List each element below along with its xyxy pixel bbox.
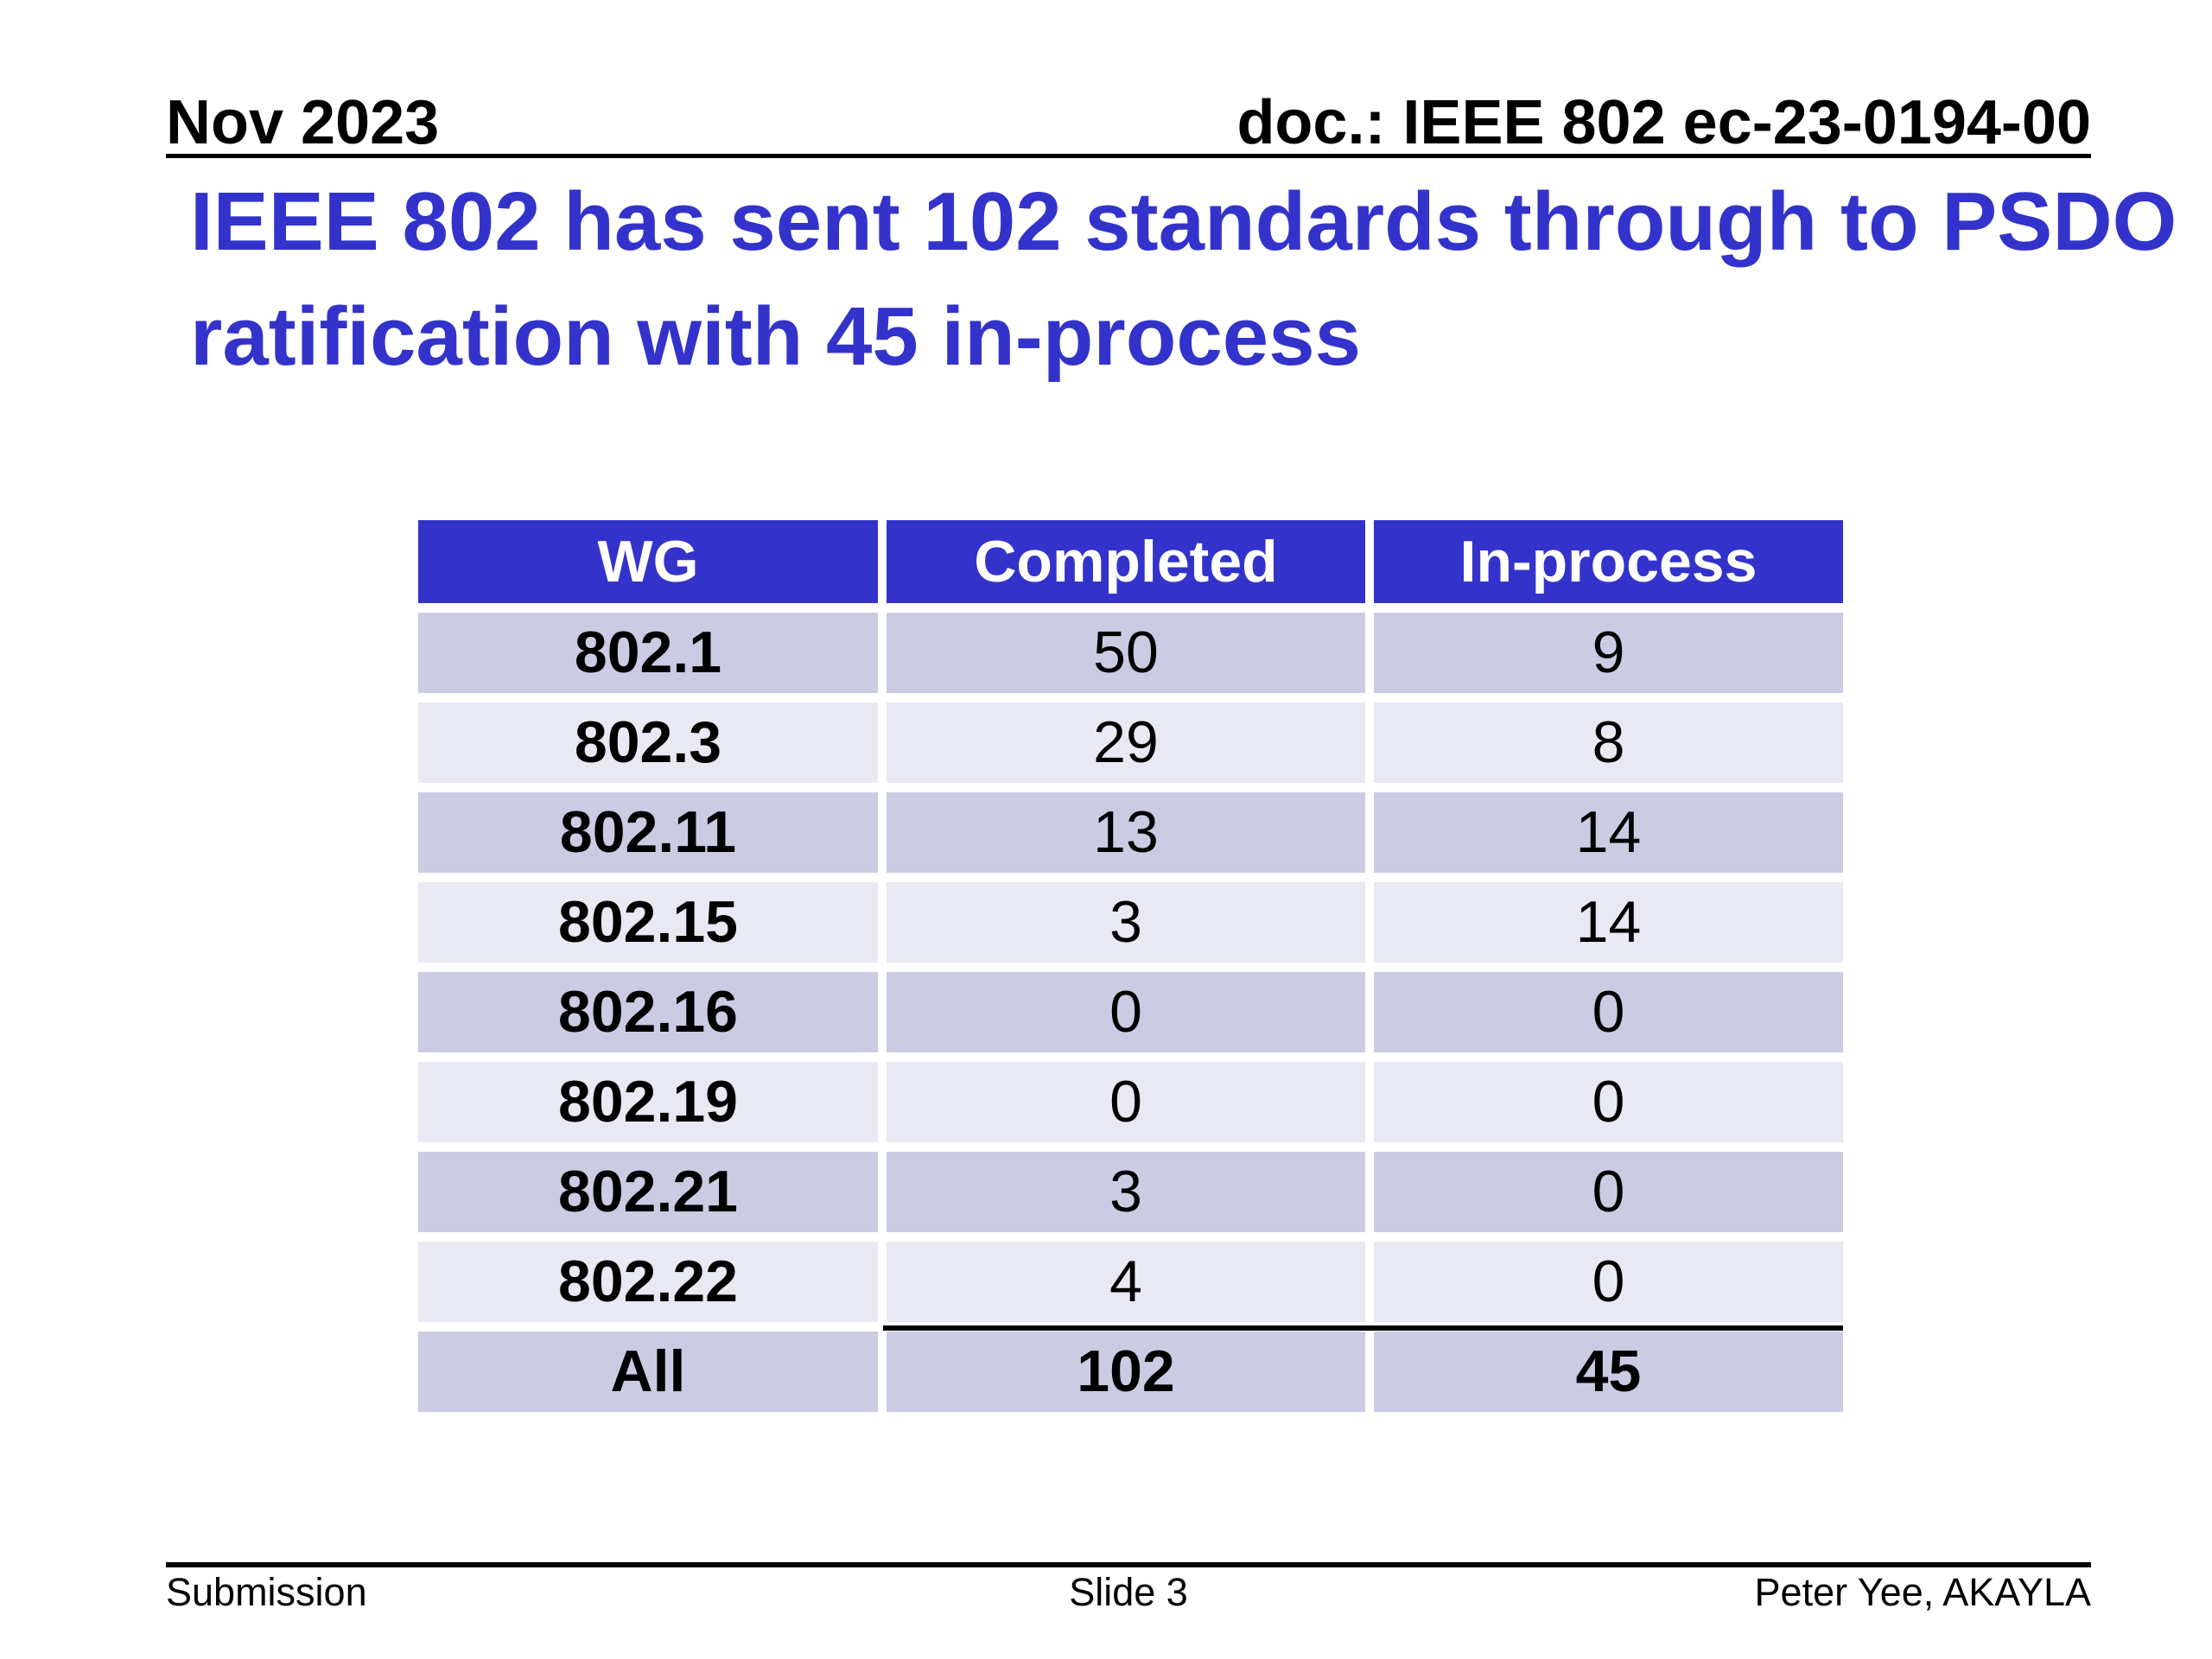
footer-submission: Submission [166, 1570, 367, 1614]
table-cell-wg: 802.3 [418, 702, 878, 783]
footer-author: Peter Yee, AKAYLA [1754, 1570, 2091, 1614]
table-cell-completed: 4 [887, 1242, 1365, 1322]
footer-slide-number: Slide 3 [1069, 1570, 1188, 1614]
table-cell-in-process: 0 [1374, 1062, 1843, 1142]
header-date: Nov 2023 [166, 88, 440, 157]
column-header-wg: WG [418, 520, 878, 603]
standards-table: WG Completed In-process 802.1 50 9 802.3… [418, 520, 1843, 1412]
table-cell-wg: 802.19 [418, 1062, 878, 1142]
header-rule [166, 154, 2091, 158]
table-cell-wg: 802.15 [418, 882, 878, 963]
table-cell-wg: 802.1 [418, 613, 878, 693]
total-separator-line [883, 1325, 1843, 1331]
table-cell-wg: 802.11 [418, 792, 878, 873]
table-cell-completed: 3 [887, 1152, 1365, 1232]
table-cell-completed: 3 [887, 882, 1365, 963]
table-cell-in-process: 8 [1374, 702, 1843, 783]
slide-title: IEEE 802 has sent 102 standards through … [190, 164, 2177, 394]
table-cell-completed: 29 [887, 702, 1365, 783]
table-cell-in-process: 9 [1374, 613, 1843, 693]
table-cell-total-in-process: 45 [1374, 1332, 1843, 1412]
table-cell-completed: 50 [887, 613, 1365, 693]
column-header-in-process: In-process [1374, 520, 1843, 603]
slide-title-line1: IEEE 802 has sent 102 standards through … [190, 175, 2177, 268]
header-doc-number: doc.: IEEE 802 ec-23-0194-00 [1236, 88, 2091, 157]
table-cell-total-wg: All [418, 1332, 878, 1412]
slide-title-line2: ratification with 45 in-process [190, 290, 1361, 383]
footer-rule [166, 1562, 2091, 1567]
table-cell-wg: 802.21 [418, 1152, 878, 1232]
table-cell-in-process: 0 [1374, 1152, 1843, 1232]
table-cell-wg: 802.16 [418, 972, 878, 1052]
table-cell-completed: 0 [887, 1062, 1365, 1142]
table-cell-in-process: 14 [1374, 882, 1843, 963]
table-cell-in-process: 14 [1374, 792, 1843, 873]
table-cell-completed: 0 [887, 972, 1365, 1052]
table-cell-total-completed: 102 [887, 1332, 1365, 1412]
table-cell-wg: 802.22 [418, 1242, 878, 1322]
table-cell-in-process: 0 [1374, 972, 1843, 1052]
column-header-completed: Completed [887, 520, 1365, 603]
table-cell-in-process: 0 [1374, 1242, 1843, 1322]
table-cell-completed: 13 [887, 792, 1365, 873]
